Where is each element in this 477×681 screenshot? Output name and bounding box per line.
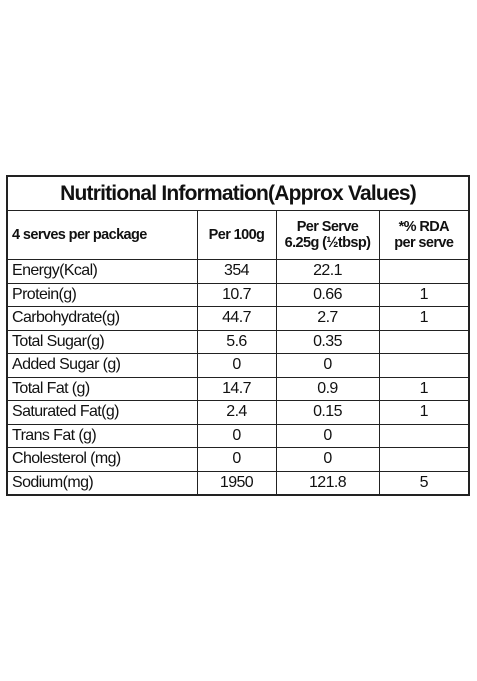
data-row: Energy(Kcal) 354 22.1: [6, 259, 470, 284]
nutrient-value: [378, 423, 470, 448]
data-row: Added Sugar (g) 0 0: [6, 353, 470, 378]
nutrient-value: 0: [196, 447, 277, 472]
nutrient-name: Cholesterol (mg): [6, 447, 198, 472]
nutrient-value: [378, 329, 470, 354]
nutrient-name: Protein(g): [6, 282, 198, 307]
nutrient-value: 0.15: [275, 400, 380, 425]
nutrient-value: [378, 353, 470, 378]
header-cell: 4 serves per package: [6, 210, 198, 260]
nutrient-value: 1: [378, 306, 470, 331]
header-text: Per 100g: [208, 227, 265, 243]
data-row: Total Fat (g) 14.7 0.9 1: [6, 376, 470, 401]
nutrient-value: 5: [378, 470, 470, 496]
nutrient-value: 0: [275, 353, 380, 378]
nutrient-name: Saturated Fat(g): [6, 400, 198, 425]
nutrient-name: Carbohydrate(g): [6, 306, 198, 331]
nutrient-value: 2.7: [275, 306, 380, 331]
nutrient-value: 1: [378, 282, 470, 307]
nutrient-value: 0: [196, 353, 277, 378]
data-row: Total Sugar(g) 5.6 0.35: [6, 329, 470, 354]
nutrient-value: 2.4: [196, 400, 277, 425]
header-text: per serve: [394, 235, 454, 251]
data-row: Protein(g) 10.7 0.66 1: [6, 282, 470, 307]
header-text: 6.25g (½tbsp): [284, 235, 371, 251]
nutrient-value: 0.35: [275, 329, 380, 354]
header-cell: Per 100g: [196, 210, 277, 260]
data-row: Carbohydrate(g) 44.7 2.7 1: [6, 306, 470, 331]
header-cell: *% RDA per serve: [378, 210, 470, 260]
data-row: Cholesterol (mg) 0 0: [6, 447, 470, 472]
header-text: *% RDA: [398, 219, 450, 235]
nutrient-value: 1: [378, 376, 470, 401]
data-row: Trans Fat (g) 0 0: [6, 423, 470, 448]
header-cell: Per Serve 6.25g (½tbsp): [275, 210, 380, 260]
nutrient-value: 22.1: [275, 259, 380, 284]
data-row: Sodium(mg) 1950 121.8 5: [6, 470, 470, 496]
nutrient-name: Total Fat (g): [6, 376, 198, 401]
nutrition-panel: Nutritional Information(Approx Values) 4…: [6, 175, 471, 496]
nutrient-value: 121.8: [275, 470, 380, 496]
nutrient-name: Energy(Kcal): [6, 259, 198, 284]
nutrient-value: 0.66: [275, 282, 380, 307]
table-body: Nutritional Information(Approx Values) 4…: [6, 175, 470, 496]
header-text: 4 serves per package: [12, 227, 147, 243]
header-text: Per Serve: [296, 219, 359, 235]
nutrient-name: Sodium(mg): [6, 470, 198, 496]
nutrition-table: Nutritional Information(Approx Values) 4…: [6, 175, 471, 496]
nutrient-name: Trans Fat (g): [6, 423, 198, 448]
nutrient-value: 0: [275, 423, 380, 448]
table-title: Nutritional Information(Approx Values): [6, 175, 470, 211]
nutrient-value: 1: [378, 400, 470, 425]
nutrient-value: 0.9: [275, 376, 380, 401]
nutrient-value: 0: [275, 447, 380, 472]
nutrient-value: 5.6: [196, 329, 277, 354]
nutrient-value: 354: [196, 259, 277, 284]
nutrient-value: [378, 447, 470, 472]
nutrient-value: [378, 259, 470, 284]
nutrient-name: Added Sugar (g): [6, 353, 198, 378]
nutrient-value: 1950: [196, 470, 277, 496]
title-row: Nutritional Information(Approx Values): [6, 175, 470, 211]
nutrient-value: 10.7: [196, 282, 277, 307]
nutrient-value: 14.7: [196, 376, 277, 401]
nutrient-name: Total Sugar(g): [6, 329, 198, 354]
header-row: 4 serves per package Per 100g Per Serve 6.2…: [6, 210, 470, 260]
data-row: Saturated Fat(g) 2.4 0.15 1: [6, 400, 470, 425]
nutrient-value: 44.7: [196, 306, 277, 331]
nutrient-value: 0: [196, 423, 277, 448]
